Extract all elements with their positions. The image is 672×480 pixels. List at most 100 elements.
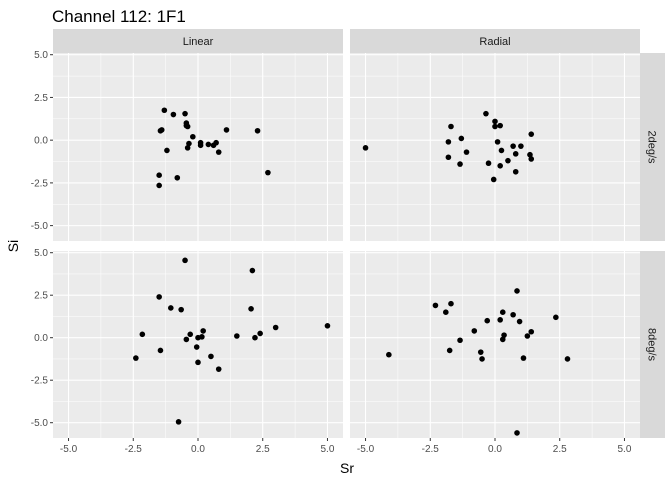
y-tick-label: 2.5 — [34, 93, 48, 104]
x-tick-label: -2.5 — [125, 444, 143, 455]
data-point — [448, 123, 454, 130]
y-tick-label: 2.5 — [34, 291, 48, 302]
data-point — [157, 347, 164, 354]
data-point — [234, 333, 240, 339]
data-point — [174, 174, 181, 181]
y-tick-label: 0.0 — [34, 333, 48, 344]
data-point — [213, 139, 219, 146]
data-point — [215, 149, 222, 155]
data-point — [448, 300, 454, 307]
column-strip-label: Radial — [479, 36, 510, 48]
data-point — [215, 366, 222, 372]
data-point — [492, 123, 498, 130]
x-tick-label: 2.5 — [553, 444, 567, 455]
x-tick-label: 2.5 — [256, 444, 270, 455]
data-point — [265, 169, 271, 176]
facet-panel — [53, 53, 343, 241]
data-point — [499, 309, 506, 316]
data-point — [195, 334, 201, 341]
chart-title: Channel 112: 1F1 — [52, 7, 186, 26]
data-point — [497, 317, 503, 323]
y-tick-label: -2.5 — [31, 376, 49, 387]
data-point — [187, 331, 194, 338]
panels-group: Linear Radial 2deg/s 8deg/s -5.0 -2.5 0.0 2.5 5.… — [31, 29, 665, 455]
data-point — [514, 430, 520, 436]
row-strip-label: 8deg/s — [646, 328, 658, 362]
data-point — [193, 344, 200, 350]
data-point — [479, 356, 485, 362]
x-tick-label: 0.0 — [488, 444, 502, 455]
data-point — [512, 151, 519, 157]
data-point — [458, 135, 465, 142]
data-point — [524, 333, 531, 339]
data-point — [528, 131, 535, 137]
data-point — [248, 306, 254, 312]
data-point — [494, 139, 501, 145]
facet-panel — [350, 53, 640, 241]
data-point — [156, 294, 162, 300]
data-point — [156, 182, 162, 189]
data-point — [362, 145, 369, 151]
data-point — [484, 317, 491, 324]
data-point — [178, 306, 184, 313]
data-point — [200, 328, 206, 334]
data-point — [432, 302, 439, 309]
data-point — [205, 141, 212, 148]
data-point — [133, 355, 139, 361]
data-point — [492, 118, 498, 125]
data-point — [190, 133, 196, 140]
data-point — [499, 336, 506, 343]
facet-panel — [350, 251, 640, 438]
data-point — [463, 149, 470, 155]
data-point — [186, 140, 192, 147]
column-strip — [350, 29, 640, 53]
data-point — [252, 334, 258, 341]
data-point — [272, 324, 279, 331]
data-point — [528, 156, 535, 162]
data-point — [471, 328, 478, 334]
data-point — [457, 337, 463, 344]
row-strip-label: 2deg/s — [646, 130, 658, 164]
data-point — [139, 331, 146, 338]
column-strip — [53, 29, 343, 53]
data-point — [445, 154, 452, 161]
column-strip-label: Linear — [183, 36, 214, 48]
data-point — [498, 147, 505, 154]
data-point — [516, 318, 523, 325]
data-point — [156, 172, 162, 178]
data-point — [168, 305, 174, 311]
data-point — [197, 142, 204, 149]
x-tick-label: -5.0 — [357, 444, 375, 455]
data-point — [564, 356, 571, 362]
data-point — [183, 336, 190, 343]
data-point — [183, 122, 190, 129]
y-axis-title: Si — [5, 240, 21, 252]
y-tick-label: -5.0 — [31, 418, 49, 429]
x-tick-label: -5.0 — [60, 444, 78, 455]
y-tick-label: 5.0 — [34, 50, 48, 61]
data-point — [483, 110, 489, 117]
y-tick-label: 0.0 — [34, 136, 48, 147]
data-point — [505, 157, 511, 164]
x-tick-label: 0.0 — [191, 444, 205, 455]
x-tick-label: 5.0 — [618, 444, 632, 455]
data-point — [182, 257, 188, 264]
data-point — [175, 419, 182, 425]
data-point — [457, 161, 463, 167]
row-strip — [640, 53, 665, 241]
data-point — [170, 111, 177, 118]
data-point — [386, 351, 392, 358]
data-point — [182, 110, 188, 117]
row-strip — [640, 251, 665, 438]
data-point — [510, 143, 516, 149]
y-tick-label: 5.0 — [34, 248, 48, 259]
y-tick-label: -5.0 — [31, 221, 49, 232]
data-point — [184, 145, 191, 151]
data-point — [477, 349, 484, 355]
data-point — [553, 314, 559, 321]
data-point — [446, 347, 453, 354]
x-axis-title: Sr — [340, 460, 354, 476]
data-point — [157, 127, 164, 134]
data-point — [254, 127, 261, 134]
